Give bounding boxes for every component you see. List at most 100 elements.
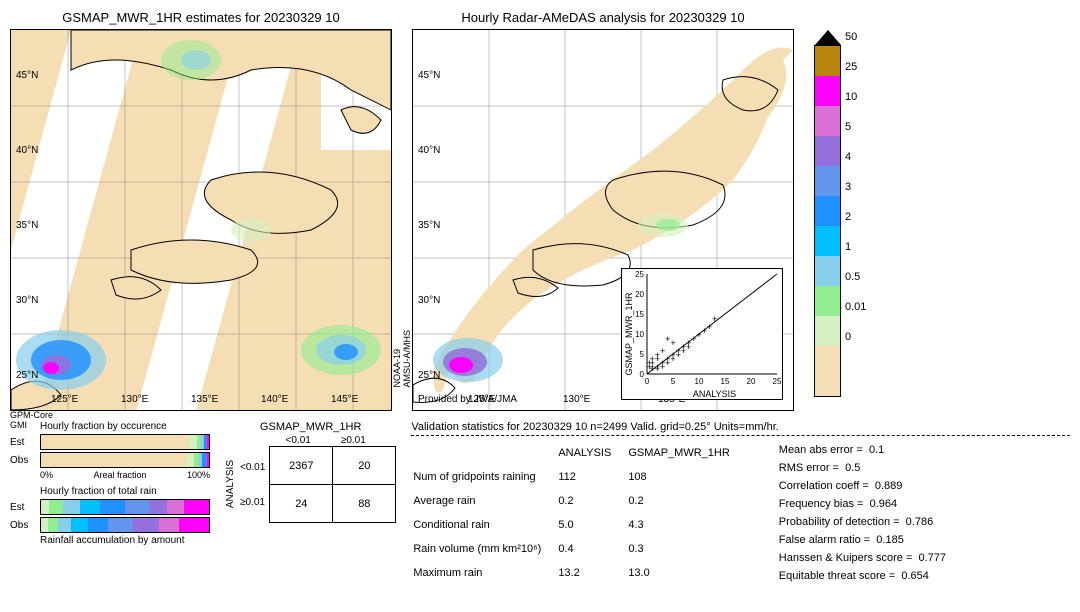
stats-left-table: ANALYSIS GSMAP_MWR_1HR Num of gridpoints… (411, 440, 746, 586)
map1-ytick-label: 30°N (16, 295, 38, 306)
svg-text:10: 10 (635, 330, 644, 339)
totalrain-title: Hourly fraction of total rain (40, 486, 210, 497)
stats-label: Average rain (413, 490, 556, 512)
cont-ylabel: ANALYSIS (225, 460, 236, 508)
cont-cell-01: 20 (333, 447, 396, 485)
map2-ytick-label: 40°N (418, 145, 440, 156)
axis-label: Areal fraction (93, 470, 146, 480)
bar-seg (58, 518, 71, 532)
svg-text:10: 10 (695, 377, 704, 386)
axis-left: 0% (40, 470, 53, 480)
metric-label: Probability of detection = 0.786 (779, 514, 946, 530)
cont-title: GSMAP_MWR_1HR (225, 421, 396, 433)
map2-ytick-label: 30°N (418, 295, 440, 306)
colorbar-seg (815, 346, 840, 396)
bar-seg (187, 453, 194, 467)
svg-text:5: 5 (671, 377, 676, 386)
bar-seg (207, 453, 209, 467)
bar-seg (108, 518, 133, 532)
stats-section: Validation statistics for 20230329 10 n=… (411, 421, 1070, 586)
stats-b: 108 (628, 466, 744, 488)
map2-ytick-label: 45°N (418, 70, 440, 81)
metric-row: RMS error = 0.5 (779, 460, 946, 476)
bar-seg (80, 500, 100, 514)
stats-b: 0.2 (628, 490, 744, 512)
est-label2: Est (10, 502, 40, 513)
metric-label: Frequency bias = 0.964 (779, 496, 946, 512)
svg-text:ANALYSIS: ANALYSIS (693, 389, 736, 399)
map2-ytick-label: 35°N (418, 220, 440, 231)
metric-row: Hanssen & Kuipers score = 0.777 (779, 550, 946, 566)
stats-h2: GSMAP_MWR_1HR (628, 442, 744, 464)
bottom-row: Hourly fraction by occurence Est Obs 0% … (10, 421, 1070, 586)
bar-seg (179, 518, 209, 532)
stats-b: 0.3 (628, 538, 744, 560)
bar-seg (100, 500, 125, 514)
bar-seg (184, 500, 209, 514)
colorbar-tick: 0.01 (845, 302, 866, 332)
tot-est-row: Est (10, 499, 210, 515)
metric-label: Equitable threat score = 0.654 (779, 568, 946, 584)
sat-label-left: GPM-CoreGMI (10, 410, 53, 430)
stats-title: Validation statistics for 20230329 10 n=… (411, 421, 1070, 436)
metric-row: Mean abs error = 0.1 (779, 442, 946, 458)
occurrence-title: Hourly fraction by occurence (40, 421, 210, 432)
stats-a: 0.4 (558, 538, 626, 560)
svg-text:+: + (712, 314, 717, 324)
stats-b: 13.0 (628, 562, 744, 584)
bar-seg (159, 518, 179, 532)
tot-obs-bar (40, 517, 210, 533)
stats-label: Rain volume (mm km²10⁶) (413, 538, 556, 560)
colorbar-seg (815, 106, 840, 136)
cont-cell-10: 24 (270, 485, 333, 523)
bar-seg (189, 435, 197, 449)
bar-seg (207, 435, 209, 449)
colorbar-labels: 502510543210.50.010 (841, 38, 866, 388)
cont-col-headers: <0.01 ≥0.01 (255, 435, 396, 446)
colorbar-tick: 50 (845, 32, 866, 62)
bar-seg (133, 518, 158, 532)
obs-label: Obs (10, 455, 40, 466)
bar-seg (167, 500, 184, 514)
map1-title: GSMAP_MWR_1HR estimates for 20230329 10 (10, 10, 392, 25)
occ-axis: 0% Areal fraction 100% (10, 470, 210, 480)
colorbar-tick: 3 (845, 182, 866, 212)
cont-cell-11: 88 (333, 485, 396, 523)
colorbar-tick: 2 (845, 212, 866, 242)
stats-row: Rain volume (mm km²10⁶) 0.4 0.3 (413, 538, 744, 560)
map2-xtick-label: 130°E (563, 394, 590, 405)
cont-row1: ≥0.01 (240, 497, 265, 508)
metric-label: RMS error = 0.5 (779, 460, 946, 476)
map1-xtick-label: 130°E (121, 394, 148, 405)
bar-seg (88, 518, 108, 532)
stats-a: 5.0 (558, 514, 626, 536)
occ-est-row: Est (10, 434, 210, 450)
obs-label2: Obs (10, 520, 40, 531)
metric-row: False alarm ratio = 0.185 (779, 532, 946, 548)
map1-xtick-label: 140°E (261, 394, 288, 405)
map1-ytick-label: 35°N (16, 220, 38, 231)
cont-col1: ≥0.01 (341, 435, 366, 446)
svg-text:+: + (660, 346, 665, 356)
svg-text:+: + (665, 334, 670, 344)
stats-row: Average rain 0.2 0.2 (413, 490, 744, 512)
colorbar-bar (814, 45, 841, 397)
map1-box: 45°N40°N35°N30°N25°N125°E130°E135°E140°E… (10, 29, 392, 411)
stats-label: Maximum rain (413, 562, 556, 584)
bar-seg (41, 518, 48, 532)
svg-text:+: + (655, 350, 660, 360)
colorbar-tick: 5 (845, 122, 866, 152)
colorbar-tick: 1 (845, 242, 866, 272)
colorbar-seg (815, 166, 840, 196)
occ-est-bar (40, 434, 210, 450)
map2-ytick-label: 25°N (418, 370, 440, 381)
cont-row0: <0.01 (240, 462, 265, 473)
metric-label: Correlation coeff = 0.889 (779, 478, 946, 494)
cont-table: 2367 20 24 88 (269, 446, 396, 523)
svg-text:+: + (702, 326, 707, 336)
metric-row: Correlation coeff = 0.889 (779, 478, 946, 494)
metric-row: Equitable threat score = 0.654 (779, 568, 946, 584)
colorbar-tick: 10 (845, 92, 866, 122)
map2-title: Hourly Radar-AMeDAS analysis for 2023032… (412, 10, 794, 25)
svg-text:5: 5 (640, 350, 645, 359)
